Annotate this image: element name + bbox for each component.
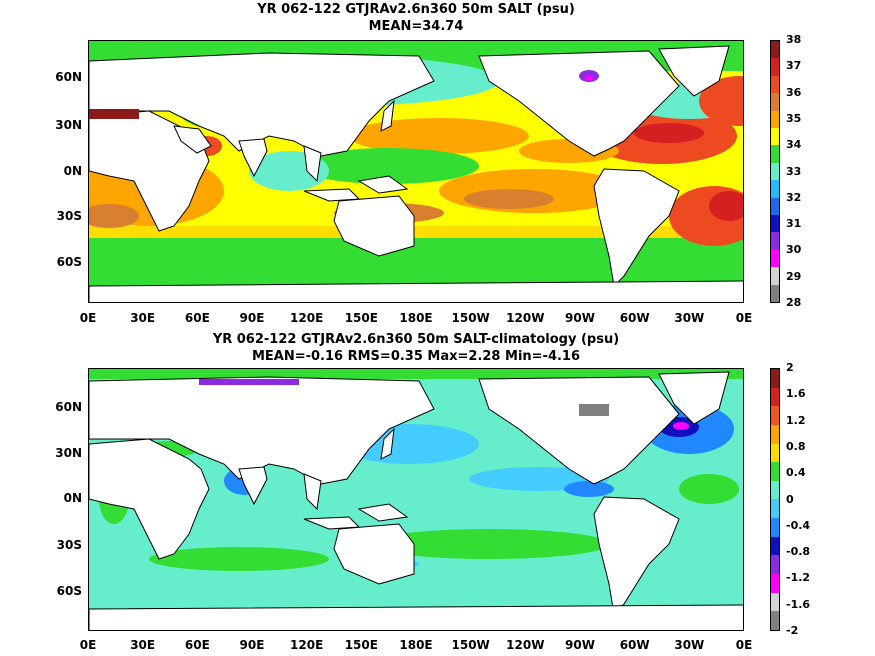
top-lon-label: 30W [674, 311, 705, 325]
bottom-map-subtitle: MEAN=-0.16 RMS=0.35 Max=2.28 Min=-4.16 [251, 349, 581, 364]
bottom-colorbar-tick-label: -0.8 [786, 545, 811, 559]
bottom-colorbar-swatch [771, 592, 779, 612]
bottom-colorbar-tick-label: 2 [786, 361, 794, 374]
bottom-colorbar-tick-label: -1.2 [786, 571, 811, 585]
bottom-colorbar-tick-label: 0.4 [786, 466, 806, 480]
bottom-lon-label: 150W [451, 638, 490, 652]
top-colorbar-swatch [771, 180, 779, 198]
bottom-colorbar-swatch [771, 574, 779, 593]
bottom-lon-label: 90W [565, 638, 595, 652]
top-lat-label-60s: 60S [56, 255, 82, 269]
top-colorbar-tick-label: 36 [786, 85, 802, 99]
bottom-map-canvas [89, 369, 743, 630]
bottom-colorbar-tick-label: -0.4 [786, 518, 811, 532]
top-colorbar-swatch [771, 128, 779, 146]
top-lat-label-0n: 0N [63, 164, 82, 178]
top-salinity-map [88, 40, 744, 303]
top-colorbar-swatch [771, 58, 779, 76]
top-colorbar-tick-label: 31 [786, 217, 802, 231]
bottom-colorbar-swatch [771, 462, 779, 481]
bottom-colorbar-tick-label: -2 [786, 624, 799, 637]
top-lat-label-60n: 60N [55, 70, 82, 84]
top-colorbar-tick-label: 33 [786, 164, 802, 178]
bottom-lon-label: 30E [130, 638, 156, 652]
top-lon-label: 120E [290, 311, 324, 325]
bottom-colorbar-tick-label: -1.6 [786, 597, 811, 611]
top-lon-label: 90E [239, 311, 265, 325]
bottom-colorbar-swatch [771, 369, 779, 388]
bottom-colorbar-swatch [771, 536, 779, 556]
top-colorbar-swatch [771, 215, 779, 233]
bottom-colorbar-swatch [771, 480, 779, 500]
bottom-lon-label: 120W [506, 638, 545, 652]
top-lon-label: 0E [79, 311, 97, 325]
bottom-colorbar-swatch [771, 387, 779, 407]
top-map-canvas [89, 41, 743, 302]
top-lon-label: 0E [735, 311, 753, 325]
bottom-lat-label-0n: 0N [63, 491, 82, 505]
top-lat-label-30s: 30S [56, 209, 82, 223]
top-colorbar-tick-label: 35 [786, 111, 802, 125]
top-lon-label: 180E [399, 311, 433, 325]
top-colorbar-tick-label: 38 [786, 33, 802, 46]
bottom-colorbar-swatch [771, 424, 779, 444]
bottom-lon-label: 150E [344, 638, 378, 652]
top-map-title: YR 062-122 GTJRAv2.6n360 50m SALT (psu) [257, 2, 575, 17]
bottom-lat-label-60n: 60N [55, 400, 82, 414]
top-colorbar-swatch [771, 93, 779, 111]
top-colorbar-tick-label: 29 [786, 269, 802, 283]
top-lon-label: 30E [130, 311, 156, 325]
top-lon-label: 150W [451, 311, 490, 325]
top-colorbar-tick-label: 37 [786, 59, 802, 73]
bottom-colorbar-swatch [771, 499, 779, 519]
bottom-colorbar-swatch [771, 555, 779, 575]
top-colorbar-swatch [771, 75, 779, 94]
top-lon-label: 120W [506, 311, 545, 325]
bottom-lon-label: 180E [399, 638, 433, 652]
top-colorbar-swatch [771, 162, 779, 181]
bottom-colorbar-tick-label: 1.2 [786, 413, 806, 427]
bottom-lat-label-60s: 60S [56, 584, 82, 598]
top-colorbar-tick-label: 28 [786, 296, 802, 309]
bottom-colorbar-tick-label: 0 [786, 492, 794, 506]
top-colorbar [770, 40, 780, 303]
bottom-lon-label: 0E [735, 638, 753, 652]
bottom-map-title: YR 062-122 GTJRAv2.6n360 50m SALT-climat… [212, 332, 620, 347]
bottom-lat-label-30s: 30S [56, 538, 82, 552]
bottom-lon-label: 60W [619, 638, 650, 652]
top-lon-label: 90W [565, 311, 595, 325]
top-lon-label: 60W [619, 311, 650, 325]
bottom-colorbar [770, 368, 780, 631]
top-colorbar-swatch [771, 110, 779, 129]
bottom-salinity-anomaly-map [88, 368, 744, 631]
top-lon-label: 150E [344, 311, 378, 325]
bottom-lon-label: 0E [79, 638, 97, 652]
bottom-colorbar-swatch [771, 406, 779, 425]
top-colorbar-tick-label: 32 [786, 190, 802, 204]
top-colorbar-swatch [771, 232, 779, 250]
bottom-colorbar-tick-label: 0.8 [786, 439, 806, 453]
bottom-lon-label: 120E [290, 638, 324, 652]
bottom-colorbar-swatch [771, 611, 779, 630]
top-map-subtitle: MEAN=34.74 [368, 19, 464, 34]
bottom-lon-label: 60E [184, 638, 210, 652]
bottom-lat-label-30n: 30N [55, 446, 82, 460]
top-colorbar-swatch [771, 267, 779, 285]
top-colorbar-swatch [771, 41, 779, 59]
top-colorbar-swatch [771, 145, 779, 163]
top-colorbar-swatch [771, 284, 779, 303]
bottom-lon-label: 30W [674, 638, 705, 652]
bottom-colorbar-tick-label: 1.6 [786, 387, 806, 401]
top-lat-label-30n: 30N [55, 118, 82, 132]
bottom-colorbar-swatch [771, 518, 779, 537]
bottom-lon-label: 90E [239, 638, 265, 652]
top-colorbar-tick-label: 34 [786, 138, 802, 152]
top-lon-label: 60E [184, 311, 210, 325]
top-colorbar-swatch [771, 197, 779, 216]
top-colorbar-tick-label: 30 [786, 243, 802, 257]
bottom-colorbar-swatch [771, 443, 779, 463]
top-colorbar-swatch [771, 249, 779, 268]
